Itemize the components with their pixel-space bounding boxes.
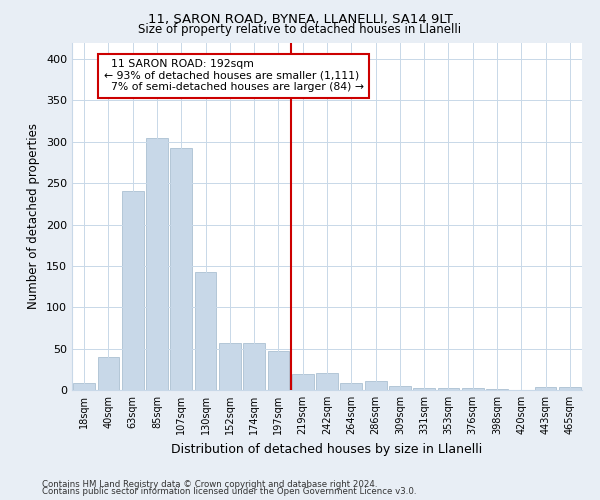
Bar — [462, 388, 484, 390]
Text: 11, SARON ROAD, BYNEA, LLANELLI, SA14 9LT: 11, SARON ROAD, BYNEA, LLANELLI, SA14 9L… — [148, 12, 452, 26]
Text: Size of property relative to detached houses in Llanelli: Size of property relative to detached ho… — [139, 22, 461, 36]
Bar — [559, 386, 581, 390]
Bar — [243, 343, 265, 390]
Bar — [437, 388, 460, 390]
Bar — [219, 343, 241, 390]
X-axis label: Distribution of detached houses by size in Llanelli: Distribution of detached houses by size … — [172, 442, 482, 456]
Text: 11 SARON ROAD: 192sqm
← 93% of detached houses are smaller (1,111)
  7% of semi-: 11 SARON ROAD: 192sqm ← 93% of detached … — [104, 59, 364, 92]
Bar — [122, 190, 143, 390]
Bar — [340, 382, 362, 390]
Bar — [389, 386, 411, 390]
Bar — [170, 148, 192, 390]
Bar — [97, 357, 119, 390]
Bar — [316, 374, 338, 390]
Text: Contains public sector information licensed under the Open Government Licence v3: Contains public sector information licen… — [42, 488, 416, 496]
Bar — [194, 272, 217, 390]
Bar — [292, 374, 314, 390]
Y-axis label: Number of detached properties: Number of detached properties — [28, 123, 40, 309]
Text: Contains HM Land Registry data © Crown copyright and database right 2024.: Contains HM Land Registry data © Crown c… — [42, 480, 377, 489]
Bar — [146, 138, 168, 390]
Bar — [486, 389, 508, 390]
Bar — [365, 381, 386, 390]
Bar — [73, 384, 95, 390]
Bar — [535, 386, 556, 390]
Bar — [268, 351, 289, 390]
Bar — [413, 388, 435, 390]
